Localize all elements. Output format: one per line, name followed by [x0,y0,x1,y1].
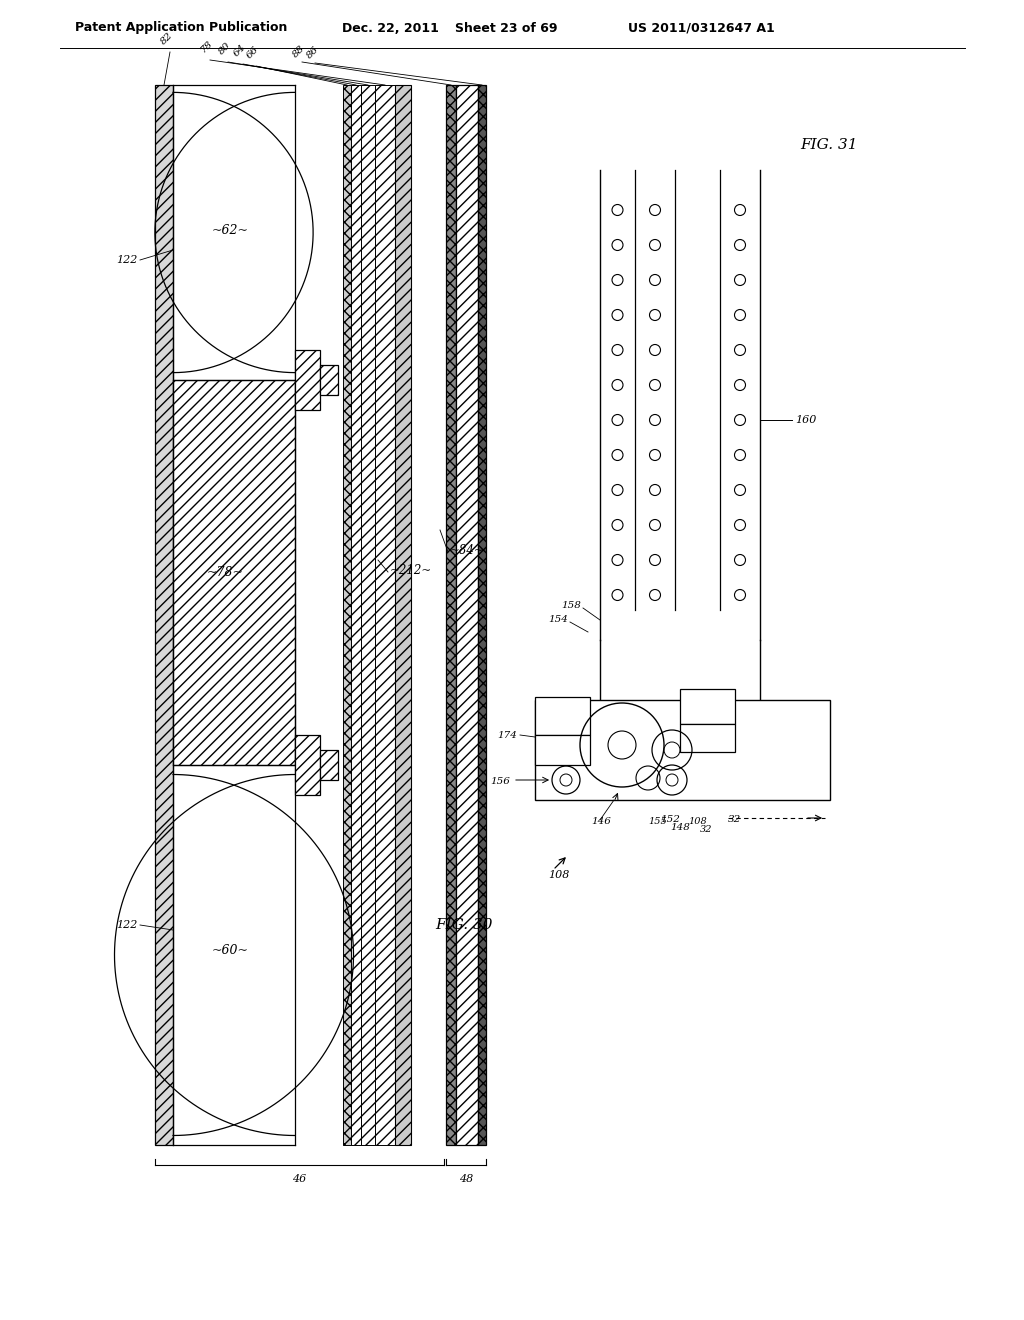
Bar [319,366,338,395]
Bar [173,84,295,380]
Text: 156: 156 [490,777,510,787]
Text: 122: 122 [117,255,138,265]
Bar [478,84,486,1144]
Bar [351,84,361,1144]
Text: FIG. 30: FIG. 30 [435,917,493,932]
Bar [680,689,735,723]
Text: 154: 154 [548,615,568,624]
Bar [173,766,295,1144]
Bar [535,697,590,735]
Bar [680,723,735,752]
Text: 78: 78 [199,40,215,55]
Text: 86: 86 [305,45,321,61]
Text: 108: 108 [548,870,569,880]
Bar [456,84,478,1144]
Text: 160: 160 [795,414,816,425]
Text: 82: 82 [159,32,175,48]
Text: Dec. 22, 2011: Dec. 22, 2011 [342,21,439,34]
Text: 46: 46 [292,1173,306,1184]
Bar [319,750,338,780]
Bar [155,84,173,1144]
Bar [446,84,456,1144]
Text: 122: 122 [117,920,138,931]
Text: FIG. 31: FIG. 31 [800,139,857,152]
Text: US 2011/0312647 A1: US 2011/0312647 A1 [628,21,775,34]
Text: 32: 32 [700,825,713,834]
Text: 158: 158 [561,601,581,610]
Text: ~78~: ~78~ [207,565,244,578]
Text: 155: 155 [648,817,667,826]
Text: Sheet 23 of 69: Sheet 23 of 69 [455,21,557,34]
Text: 32: 32 [728,816,741,825]
Bar [295,350,319,411]
Bar [361,84,375,1144]
Text: ~60~: ~60~ [212,944,249,957]
Text: Patent Application Publication: Patent Application Publication [75,21,288,34]
Bar [535,700,830,800]
Bar [375,84,395,1144]
Text: 146: 146 [591,817,611,826]
Bar [343,84,351,1144]
Bar [535,735,590,766]
Text: 66: 66 [245,45,261,61]
Bar [295,735,319,795]
Text: ~84~: ~84~ [450,544,484,557]
Bar [395,84,411,1144]
Text: 48: 48 [459,1173,473,1184]
Text: 80: 80 [217,41,232,57]
Text: 108: 108 [688,817,707,826]
Text: 174: 174 [497,730,517,739]
Text: 152: 152 [660,816,680,825]
Text: ~62~: ~62~ [212,223,249,236]
Text: 88: 88 [291,44,307,59]
Text: ~212~: ~212~ [390,564,432,577]
Bar [173,380,295,766]
Text: 148: 148 [670,822,690,832]
Text: 64: 64 [232,44,248,59]
